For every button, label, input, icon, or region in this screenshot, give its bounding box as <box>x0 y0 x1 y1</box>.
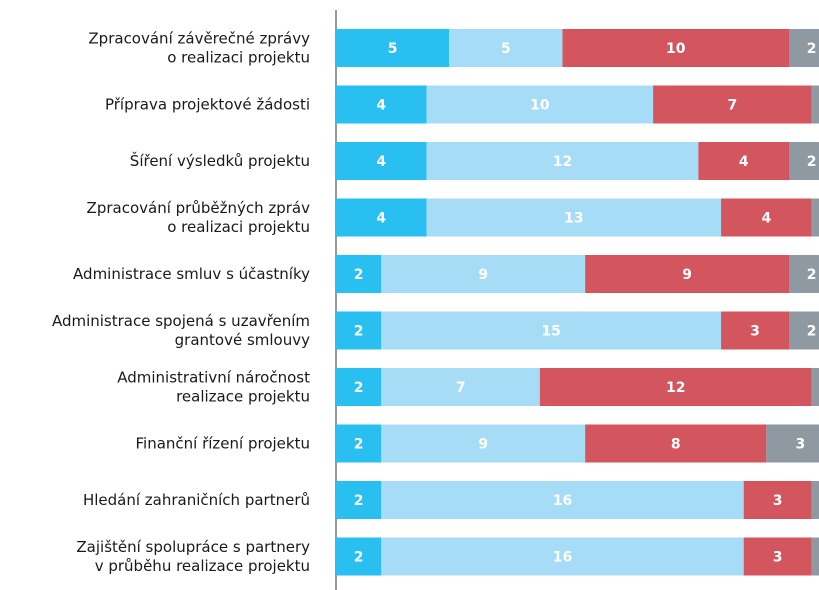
bar-segment <box>562 29 789 67</box>
bar-segment <box>789 311 819 350</box>
value-label: 2 <box>354 324 364 340</box>
value-label: 15 <box>541 324 560 340</box>
bar-segment <box>789 255 819 293</box>
bar-segment <box>789 29 819 67</box>
value-label: 5 <box>501 41 511 57</box>
bar-segment <box>336 29 450 67</box>
bar-segment <box>381 368 540 406</box>
value-label: 16 <box>553 493 572 509</box>
value-label: 2 <box>354 493 364 509</box>
bar-segment <box>743 537 812 576</box>
bar-segment <box>336 537 382 576</box>
value-label: 7 <box>728 98 738 114</box>
bar-segment <box>336 311 382 350</box>
value-label: 2 <box>807 324 817 340</box>
bar-segment <box>539 368 812 406</box>
value-label: 2 <box>354 437 364 453</box>
category-label: Administrace spojená s uzavřením grantové… <box>52 312 310 349</box>
value-label: 4 <box>739 154 749 170</box>
bar-segment <box>585 424 767 463</box>
value-label: 12 <box>666 380 685 396</box>
category-label: Administrativní náročnost realizace proje… <box>117 368 310 405</box>
category-label: Zpracování závěrečné zprávy o realizaci p… <box>88 29 310 66</box>
value-label: 3 <box>773 493 783 509</box>
value-label: 5 <box>388 41 398 57</box>
bar-segment <box>336 142 427 180</box>
bar-segment <box>381 255 586 293</box>
value-label: 8 <box>671 437 681 453</box>
category-label: Administrace smluv s účastníky <box>73 265 310 283</box>
value-label: 3 <box>773 550 783 566</box>
value-label: 2 <box>807 154 817 170</box>
bar-segment <box>698 142 789 180</box>
category-label: Zajištění spolupráce s partnery v průběhu… <box>76 538 310 575</box>
bar-segment <box>721 311 789 350</box>
value-label: 3 <box>795 437 805 453</box>
bar-segment <box>336 85 427 124</box>
bar-segment <box>721 198 812 237</box>
value-label: 16 <box>553 550 572 566</box>
bar-segment <box>336 368 382 406</box>
value-label: 9 <box>682 267 692 283</box>
bar-segment <box>381 424 586 463</box>
category-label: Hledání zahraničních partnerů <box>83 491 310 509</box>
value-label: 4 <box>376 98 386 114</box>
category-label: Finanční řízení projektu <box>136 434 311 452</box>
category-label: Příprava projektové žádosti <box>105 95 310 113</box>
category-label: Šíření výsledků projektu <box>130 151 310 170</box>
bar-segment <box>426 198 722 237</box>
value-label: 12 <box>553 154 572 170</box>
bar-segment <box>811 537 819 576</box>
value-label: 2 <box>354 550 364 566</box>
value-label: 4 <box>761 211 771 227</box>
value-label: 4 <box>376 211 386 227</box>
value-label: 10 <box>666 41 686 57</box>
value-label: 2 <box>354 380 364 396</box>
value-label: 10 <box>530 98 550 114</box>
bar-segment <box>811 368 819 406</box>
value-label: 9 <box>478 267 488 283</box>
category-label: Zpracování průběžných zpráv o realizaci p… <box>87 199 311 236</box>
bar-segment <box>426 142 699 180</box>
value-label: 2 <box>807 267 817 283</box>
value-label: 3 <box>750 324 760 340</box>
value-label: 4 <box>376 154 386 170</box>
bar-segment <box>381 311 722 350</box>
bar-segment <box>336 481 382 519</box>
value-label: 7 <box>456 380 466 396</box>
bar-segment <box>381 481 744 519</box>
value-label: 2 <box>354 267 364 283</box>
bar-segment <box>811 198 819 237</box>
bar-segment <box>449 29 563 67</box>
value-label: 9 <box>478 437 488 453</box>
bar-segment <box>766 424 819 463</box>
bar-segment <box>336 424 382 463</box>
bar-segment <box>426 85 654 124</box>
bar-segment <box>653 85 812 124</box>
bar-segment <box>336 198 427 237</box>
bar-segment <box>789 142 819 180</box>
bar-segment <box>336 255 382 293</box>
value-label: 13 <box>564 211 583 227</box>
bar-segment <box>811 481 819 519</box>
bar-segment <box>585 255 789 293</box>
bar-segment <box>811 85 819 124</box>
bar-segment <box>743 481 812 519</box>
value-label: 2 <box>807 41 817 57</box>
bar-segment <box>381 537 744 576</box>
